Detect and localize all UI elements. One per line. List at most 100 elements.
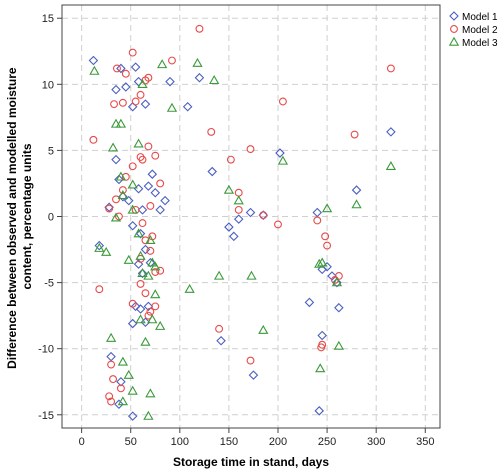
data-point [258, 324, 269, 334]
data-point [107, 142, 119, 152]
data-point [246, 145, 255, 154]
data-point [321, 232, 330, 241]
data-point [141, 289, 150, 298]
data-point [128, 162, 137, 171]
data-point [143, 181, 154, 191]
data-point [127, 318, 138, 329]
y-tick-label: 0 [48, 212, 54, 224]
data-point [156, 266, 165, 275]
data-point [332, 277, 342, 288]
data-point [245, 207, 256, 218]
data-point [127, 220, 138, 231]
x-tick-label: 50 [125, 436, 137, 448]
legend-marker [450, 25, 458, 33]
data-point [133, 259, 144, 269]
data-point [150, 187, 161, 198]
data-point [143, 410, 154, 420]
data-point [112, 195, 120, 204]
data-point [233, 214, 244, 224]
data-point [123, 195, 134, 206]
data-point [123, 369, 134, 379]
data-point [121, 82, 131, 92]
x-tick-label: 250 [318, 436, 336, 448]
data-point [165, 76, 175, 87]
data-point [127, 102, 138, 112]
x-tick-label: 0 [79, 436, 85, 448]
data-point [89, 135, 98, 144]
data-point [275, 148, 285, 158]
data-point [135, 314, 146, 324]
data-point [116, 384, 125, 393]
data-point [386, 64, 395, 73]
data-point [121, 69, 130, 78]
data-point [140, 336, 151, 346]
data-point [156, 179, 165, 188]
data-point [147, 314, 158, 324]
data-point [155, 320, 166, 330]
legend-item: Model 2 [450, 25, 498, 36]
data-point [136, 90, 145, 99]
data-point [110, 118, 122, 128]
y-tick-label: -5 [44, 278, 54, 290]
data-point [147, 169, 158, 179]
data-point [334, 302, 344, 313]
data-point [350, 130, 359, 139]
legend-label: Model 1 [462, 12, 498, 23]
axis-ticks: 0 50 100 150 200 250 300 350 -15 -10 -5 0 5 10 15 [38, 13, 434, 448]
data-point [246, 356, 255, 365]
data-point [259, 211, 268, 220]
legend-label: Model 2 [462, 25, 498, 36]
x-tick-label: 150 [220, 436, 238, 448]
data-point [137, 268, 148, 279]
data-point [182, 102, 193, 112]
data-point [137, 268, 148, 278]
data-point [130, 62, 141, 72]
data-point [143, 301, 154, 312]
data-point [150, 261, 161, 271]
data-point [209, 75, 220, 85]
data-point [304, 297, 315, 308]
data-point [144, 142, 153, 151]
data-point [333, 340, 345, 350]
data-point [226, 155, 235, 164]
x-tick-label: 300 [367, 436, 385, 448]
data-point [321, 203, 333, 213]
data-point [135, 250, 146, 260]
data-point [117, 190, 129, 200]
data-point [107, 360, 116, 369]
data-point [116, 376, 126, 387]
data-point [133, 138, 144, 148]
data-point [314, 258, 325, 268]
data-point [215, 324, 224, 333]
data-point [127, 179, 138, 189]
series-model-3 [89, 57, 397, 420]
data-point [140, 317, 151, 328]
data-point [109, 375, 118, 384]
legend-item: Model 1 [449, 11, 498, 23]
data-point [223, 184, 235, 194]
data-point [123, 254, 134, 264]
data-point [138, 155, 147, 164]
data-point [146, 246, 155, 255]
data-point [130, 301, 141, 312]
data-point [156, 59, 168, 69]
data-point [135, 304, 146, 314]
data-point [147, 257, 158, 267]
data-point [94, 240, 105, 251]
y-tick-label: -15 [38, 410, 54, 422]
data-point [386, 127, 396, 137]
data-point [168, 56, 176, 65]
data-point [128, 48, 137, 57]
data-point [150, 289, 161, 299]
data-point [115, 171, 127, 181]
data-point [195, 24, 204, 33]
data-point [105, 332, 117, 342]
data-point [114, 174, 124, 185]
data-point [113, 64, 121, 73]
x-tick-label: 100 [171, 436, 189, 448]
data-point [146, 307, 155, 316]
data-point [114, 399, 124, 409]
data-point [317, 343, 326, 352]
